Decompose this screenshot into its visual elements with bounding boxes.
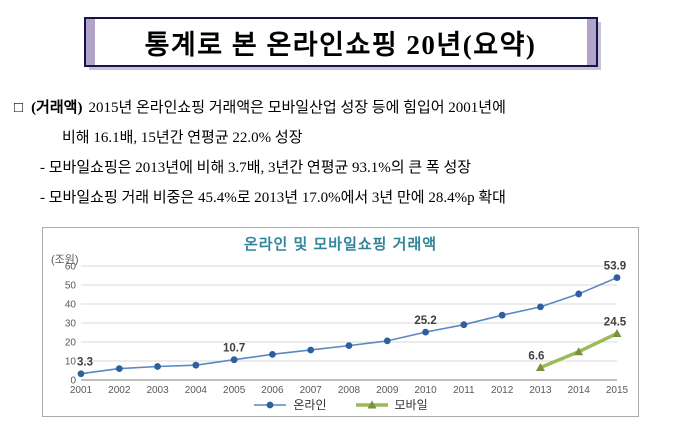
svg-text:2001: 2001: [70, 385, 93, 396]
paragraph-lead-continued: 비해 16.1배, 15년간 연평균 22.0% 성장: [62, 130, 303, 146]
legend-label: 모바일: [394, 398, 428, 412]
svg-text:2005: 2005: [223, 385, 246, 396]
svg-text:40: 40: [65, 300, 77, 311]
svg-text:2003: 2003: [146, 385, 169, 396]
svg-text:2006: 2006: [261, 385, 284, 396]
page-title: 통계로 본 온라인쇼핑 20년(요약): [144, 29, 537, 60]
svg-text:2009: 2009: [376, 385, 399, 396]
lead-keyword: (거래액): [31, 100, 83, 116]
svg-text:2004: 2004: [185, 385, 208, 396]
svg-text:20: 20: [65, 338, 77, 349]
svg-text:10: 10: [65, 357, 77, 368]
svg-text:50: 50: [65, 281, 77, 292]
svg-text:60: 60: [65, 262, 77, 273]
legend-swatch-icon: [254, 401, 287, 408]
svg-text:24.5: 24.5: [604, 316, 627, 328]
svg-text:2008: 2008: [338, 385, 361, 396]
lead-text: 2015년 온라인쇼핑 거래액은 모바일산업 성장 등에 힘입어 2001년에: [88, 100, 506, 116]
chart-title: 온라인 및 모바일쇼핑 거래액: [243, 236, 438, 253]
svg-text:2012: 2012: [491, 385, 514, 396]
document-page: 통계로 본 온라인쇼핑 20년(요약) □ (거래액) 2015년 온라인쇼핑 거래…: [0, 17, 681, 436]
svg-text:53.9: 53.9: [604, 261, 626, 273]
legend-label: 온라인: [293, 398, 327, 412]
svg-text:6.6: 6.6: [528, 350, 544, 362]
square-bullet: □: [14, 100, 24, 116]
y-axis-unit-label: (조원): [51, 254, 79, 266]
svg-text:30: 30: [65, 319, 77, 330]
legend-swatch-icon: [355, 400, 388, 408]
legend-item-모바일: 모바일: [355, 396, 428, 413]
svg-text:0: 0: [70, 376, 76, 387]
svg-text:2007: 2007: [300, 385, 323, 396]
svg-text:3.3: 3.3: [77, 357, 93, 369]
svg-text:2015: 2015: [606, 385, 629, 396]
svg-text:2002: 2002: [108, 385, 131, 396]
chart-container: 온라인 및 모바일쇼핑 거래액 (조원) 0 10 20 30 40 50 60 2001 20…: [42, 227, 639, 417]
body-text: □ (거래액) 2015년 온라인쇼핑 거래액은 모바일산업 성장 등에 힘입어 2…: [14, 93, 669, 213]
svg-text:10.7: 10.7: [223, 343, 245, 355]
sub-item-mobile-share: - 모바일쇼핑 거래 비중은 45.4%로 2013년 17.0%에서 3년 만…: [40, 190, 506, 206]
svg-text:2010: 2010: [414, 385, 437, 396]
legend-item-온라인: 온라인: [253, 396, 327, 413]
chart-legend: 온라인 모바일: [43, 396, 638, 413]
title-box: 통계로 본 온라인쇼핑 20년(요약): [83, 17, 598, 67]
paragraph-lead: □ (거래액) 2015년 온라인쇼핑 거래액은 모바일산업 성장 등에 힘입어 2…: [14, 93, 669, 123]
svg-text:2013: 2013: [529, 385, 552, 396]
svg-text:25.2: 25.2: [414, 315, 436, 327]
svg-text:2014: 2014: [568, 385, 591, 396]
svg-text:2011: 2011: [453, 385, 475, 396]
sub-item-mobile-growth: - 모바일쇼핑은 2013년에 비해 3.7배, 3년간 연평균 93.1%의 …: [40, 160, 472, 176]
chart-plot: 0 10 20 30 40 50 60 2001 2002 2003 2004 2005 2006 200…: [65, 261, 629, 396]
